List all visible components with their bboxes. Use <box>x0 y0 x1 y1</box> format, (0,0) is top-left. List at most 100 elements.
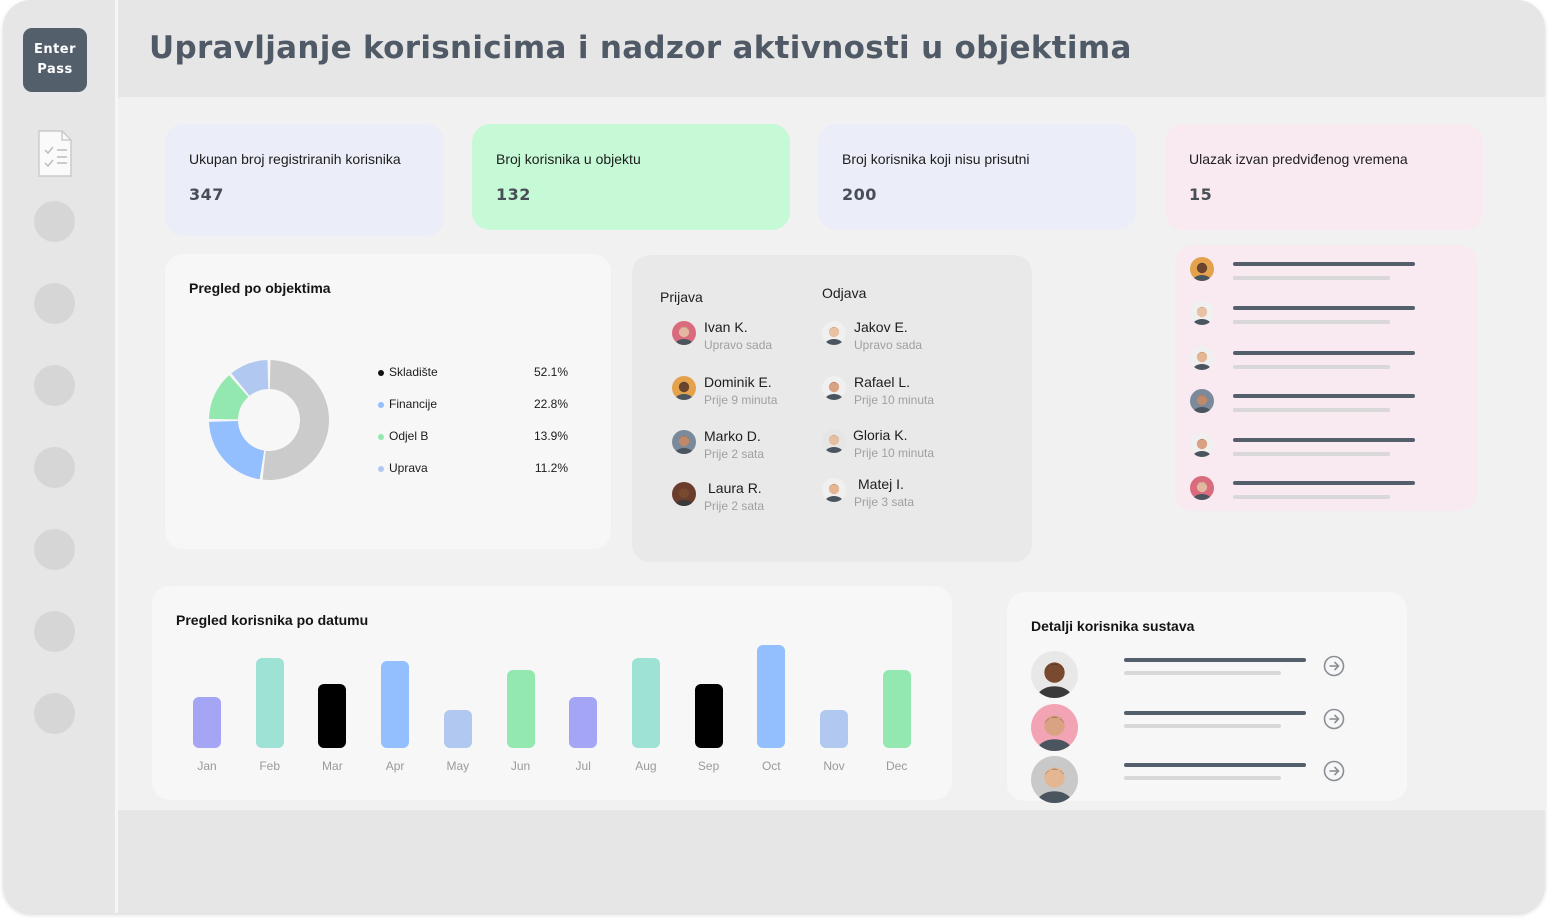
placeholder-line <box>1233 408 1390 412</box>
donut-slice-uprava[interactable] <box>231 360 269 396</box>
bar-may[interactable] <box>443 710 472 748</box>
avatar <box>1190 257 1214 281</box>
x-tick-label: Sep <box>697 759 720 773</box>
activity-time: Upravo sada <box>854 338 923 352</box>
stat-label: Broj korisnika koji nisu prisutni <box>842 151 1030 167</box>
stat-label: Broj korisnika u objektu <box>496 151 641 167</box>
arrow-right-circle-icon[interactable] <box>1323 655 1345 677</box>
bar-sep[interactable] <box>694 683 723 748</box>
donut-slice-skladište[interactable] <box>262 360 329 480</box>
checkout-item[interactable]: Rafael L. Prije 10 minuta <box>822 374 972 414</box>
user-avatar <box>1031 651 1078 698</box>
app-logo[interactable]: Enter Pass <box>23 28 87 92</box>
nav-item-4[interactable] <box>34 447 75 488</box>
legend-value: 52.1% <box>533 365 568 379</box>
nav-item-3[interactable] <box>34 365 75 406</box>
placeholder-line <box>1124 711 1306 715</box>
avatar <box>822 376 846 400</box>
checkin-item[interactable]: Laura R. Prije 2 sata <box>672 480 822 520</box>
placeholder-line <box>1233 306 1415 310</box>
checkout-item[interactable]: Matej I. Prije 3 sata <box>822 476 972 516</box>
activity-card: Prijava Odjava Ivan K. Upravo sada Domin… <box>632 255 1032 562</box>
late-entry-row[interactable] <box>1190 301 1430 331</box>
avatar <box>1190 476 1214 500</box>
legend-label: Financije <box>389 397 438 411</box>
user-name: Rafael L. <box>854 374 911 390</box>
legend-dot <box>378 370 384 376</box>
nav-item-2[interactable] <box>34 283 75 324</box>
checkout-title: Odjava <box>822 285 867 301</box>
activity-time: Prije 10 minuta <box>854 446 935 460</box>
arrow-right-circle-icon[interactable] <box>1323 760 1345 782</box>
x-tick-label: Jul <box>575 759 591 773</box>
user-details-card: Detalji korisnika sustava <box>1007 592 1407 803</box>
checkin-item[interactable]: Marko D. Prije 2 sata <box>672 428 822 468</box>
page-title: Upravljanje korisnicima i nadzor aktivno… <box>149 30 1132 66</box>
bar-nov[interactable] <box>820 710 848 748</box>
checkin-item[interactable]: Dominik E. Prije 9 minuta <box>672 374 822 414</box>
nav-item-1[interactable] <box>34 201 75 242</box>
placeholder-line <box>1233 320 1390 324</box>
nav-item-5[interactable] <box>34 529 75 570</box>
late-entry-row[interactable] <box>1190 389 1430 419</box>
checkin-title: Prijava <box>660 289 703 305</box>
placeholder-line <box>1233 495 1390 499</box>
x-tick-label: Apr <box>385 759 405 773</box>
late-entry-row[interactable] <box>1190 476 1430 506</box>
bar-jan[interactable] <box>193 697 221 748</box>
dashboard-main: Ukupan broj registriranih korisnika 347 … <box>118 97 1545 810</box>
activity-time: Prije 3 sata <box>854 495 915 509</box>
checkout-item[interactable]: Jakov E. Upravo sada <box>822 319 972 359</box>
placeholder-line <box>1124 776 1281 780</box>
placeholder-line <box>1124 658 1306 662</box>
bar-aug[interactable] <box>631 658 660 748</box>
donut-slice-odjel-b[interactable] <box>209 375 249 420</box>
checkin-item[interactable]: Ivan K. Upravo sada <box>672 319 822 359</box>
placeholder-line <box>1124 763 1306 767</box>
user-avatar <box>1031 704 1078 751</box>
avatar <box>672 376 696 400</box>
legend-value: 13.9% <box>533 429 568 443</box>
x-tick-label: Jun <box>510 759 531 773</box>
legend-label: Odjel B <box>389 429 429 443</box>
nav-item-6[interactable] <box>34 611 75 652</box>
bar-mar[interactable] <box>318 683 347 748</box>
late-entry-row[interactable] <box>1190 346 1430 376</box>
avatar <box>672 321 696 345</box>
card-title: Pregled po objektima <box>189 280 331 296</box>
stat-card-off-hours-entries: Ulazak izvan predviđenog vremena 15 <box>1165 124 1483 230</box>
facility-overview-card: Pregled po objektima Skladište 52.1% Fin… <box>165 254 611 549</box>
x-tick-label: Oct <box>761 759 781 773</box>
activity-time: Prije 2 sata <box>704 499 765 513</box>
bar-feb[interactable] <box>255 658 284 748</box>
arrow-right-circle-icon[interactable] <box>1323 708 1345 730</box>
late-entry-row[interactable] <box>1190 433 1430 463</box>
bar-oct[interactable] <box>757 645 786 748</box>
x-tick-label: Feb <box>259 759 281 773</box>
donut-chart <box>209 360 329 480</box>
stat-value: 15 <box>1189 185 1213 204</box>
card-title: Pregled korisnika po datumu <box>176 612 369 628</box>
late-entry-row[interactable] <box>1190 257 1430 287</box>
bar-apr[interactable] <box>381 661 410 748</box>
nav-item-7[interactable] <box>34 693 75 734</box>
stat-card-users-in-facility: Broj korisnika u objektu 132 <box>472 124 790 230</box>
donut-slice-financije[interactable] <box>209 420 265 480</box>
user-name: Ivan K. <box>704 319 748 335</box>
x-tick-label: Mar <box>322 759 343 773</box>
checkout-item[interactable]: Gloria K. Prije 10 minuta <box>822 427 972 467</box>
document-checklist-icon[interactable] <box>37 130 73 178</box>
x-tick-label: Jan <box>197 759 217 773</box>
x-tick-label: Dec <box>886 759 908 773</box>
avatar <box>1190 389 1214 413</box>
stat-card-absent-users: Broj korisnika koji nisu prisutni 200 <box>818 124 1136 230</box>
legend-value: 22.8% <box>533 397 568 411</box>
x-tick-label: Nov <box>823 759 845 773</box>
bar-dec[interactable] <box>882 670 911 748</box>
bar-jul[interactable] <box>569 697 598 748</box>
user-avatar <box>1031 756 1078 803</box>
legend-dot <box>378 466 384 472</box>
avatar <box>1190 301 1214 325</box>
avatar <box>672 430 696 454</box>
bar-jun[interactable] <box>506 670 535 748</box>
